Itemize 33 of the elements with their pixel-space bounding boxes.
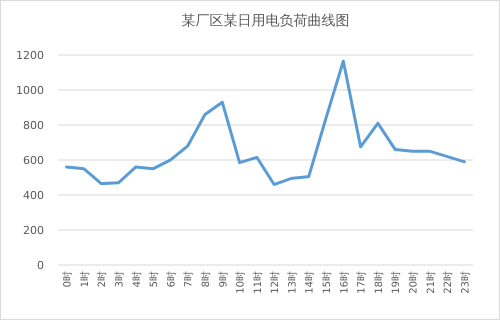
x-tick-label: 8时	[200, 271, 212, 288]
x-tick-label: 20时	[407, 271, 420, 294]
y-tick-label: 1200	[16, 49, 44, 62]
x-tick-label: 11时	[252, 271, 264, 294]
y-tick-label: 0	[37, 259, 44, 272]
y-tick-label: 600	[23, 154, 44, 167]
x-tick-label: 5时	[148, 271, 160, 288]
x-tick-label: 12时	[269, 271, 282, 294]
x-tick-label: 22时	[442, 271, 454, 294]
chart-title: 某厂区某日用电负荷曲线图	[182, 13, 350, 29]
x-tick-label: 19时	[390, 271, 402, 294]
x-tick-label: 1时	[78, 271, 91, 288]
x-tick-label: 21时	[424, 271, 437, 294]
x-tick-label: 9时	[217, 271, 230, 288]
x-tick-label: 17时	[356, 271, 368, 294]
x-tick-label: 3时	[114, 271, 126, 288]
x-tick-label: 10时	[234, 271, 247, 294]
y-tick-label: 200	[23, 224, 44, 237]
x-tick-label: 16时	[338, 271, 350, 294]
y-tick-label: 1000	[16, 84, 44, 97]
x-tick-label: 18时	[372, 271, 385, 294]
x-tick-label: 4时	[130, 271, 143, 288]
x-tick-label: 2时	[96, 271, 108, 288]
x-tick-label: 13时	[286, 271, 298, 294]
x-tick-label: 23时	[459, 271, 472, 294]
y-tick-label: 400	[23, 189, 44, 202]
x-tick-label: 0时	[62, 271, 74, 288]
x-tick-label: 15时	[321, 271, 334, 294]
x-tick-label: 6时	[165, 271, 178, 288]
y-tick-label: 800	[23, 119, 44, 132]
x-tick-label: 7时	[182, 271, 195, 288]
line-series	[65, 60, 466, 186]
x-tick-label: 14时	[304, 271, 316, 294]
